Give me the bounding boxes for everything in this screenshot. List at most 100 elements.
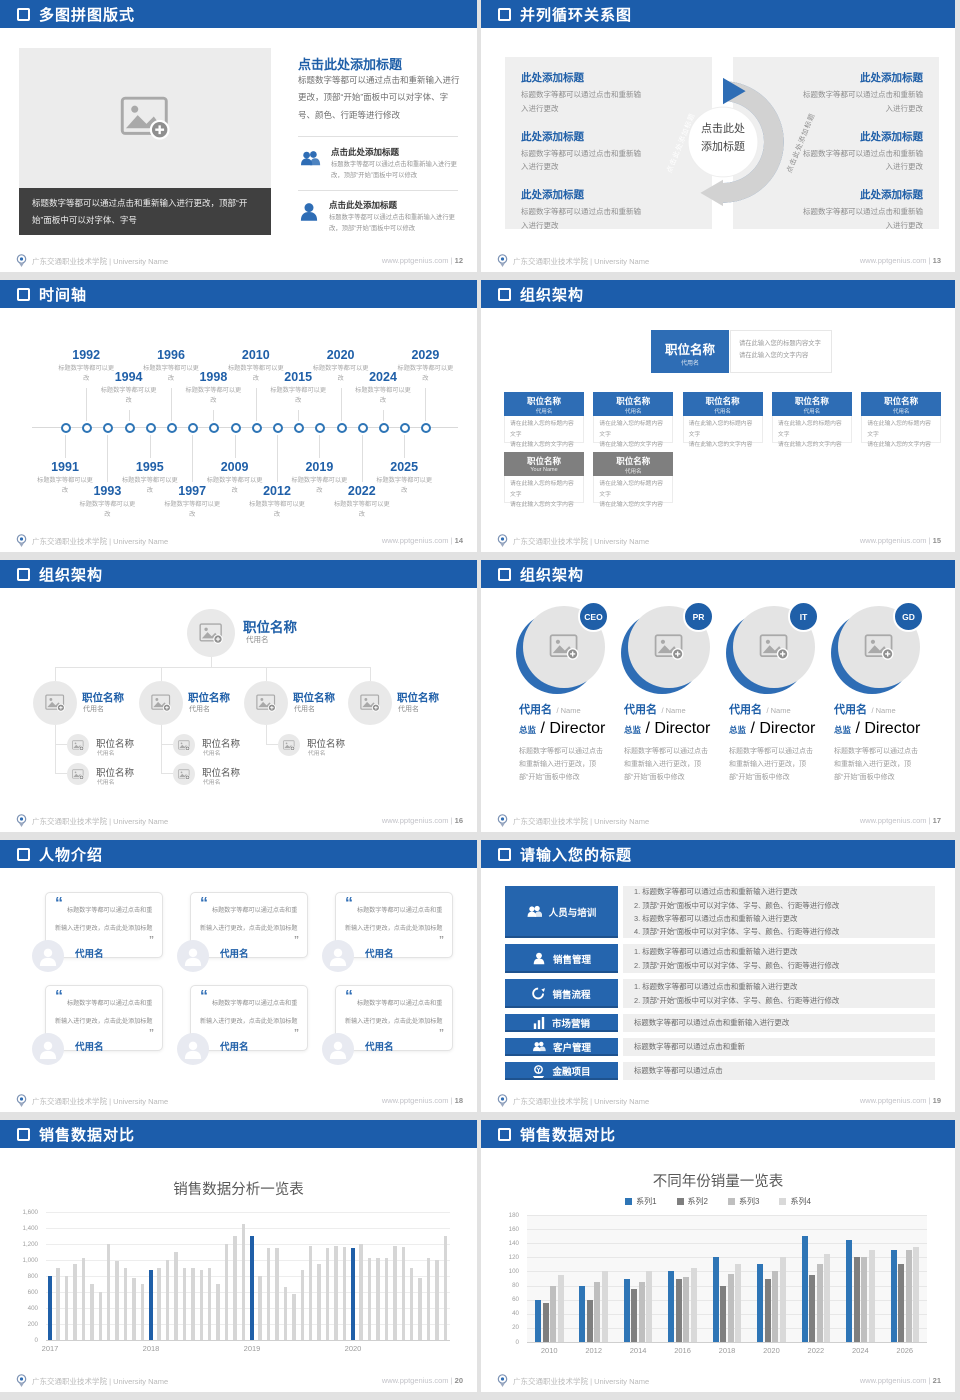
slide-footer: 广东交通职业技术学院 | University Name www.pptgeniu… [481, 250, 955, 272]
footer-right: www.pptgenius.com | 18 [382, 1096, 463, 1105]
footer-separator: | [448, 536, 455, 545]
org-subtitle: 代用名 [294, 706, 315, 713]
category-label: 金融项目 [552, 1067, 591, 1078]
quote-close-icon: ” [439, 935, 444, 946]
slide-16-org-chart-photos[interactable]: 组织架构 职位名称 代用名 职位名称 代用名 职位名称 代用名 职位名称 代用名… [0, 560, 477, 832]
category-detail-panel: 1. 标题数字等都可以通过点击和重新输入进行更改 2. 顶部“开始”面板中可以对字… [623, 979, 935, 1008]
slide-title: 组织架构 [520, 286, 585, 304]
slide-title: 销售数据对比 [39, 1126, 136, 1144]
slide-footer: 广东交通职业技术学院 | University Name www.pptgeniu… [0, 530, 477, 552]
footer-school-text: 广东交通职业技术学院 | University Name [32, 1097, 169, 1106]
slide-14-timeline[interactable]: 时间轴 1991 标题数字等都可以更改 1992 标题数字等都可以更改 1993 标题数字… [0, 280, 477, 552]
connector-line [161, 667, 162, 681]
org-photo-circle[interactable] [139, 681, 183, 725]
item-text: 标题数字等都可以通过点击和重新输入进行更改 [521, 207, 641, 230]
org-photo-circle-small[interactable] [67, 763, 89, 785]
footer-right: www.pptgenius.com | 19 [860, 1096, 941, 1105]
org-photo-circle[interactable] [187, 609, 235, 657]
slide-footer: 广东交通职业技术学院 | University Name www.pptgeniu… [0, 810, 477, 832]
slide-title: 时间轴 [39, 286, 88, 304]
image-placeholder[interactable] [19, 48, 271, 188]
person-photo[interactable]: PR [621, 601, 714, 694]
org-box-sub: 代用名 [625, 469, 642, 475]
person-role-en: / Director [750, 720, 816, 737]
y-axis-label: 40 [512, 1310, 519, 1318]
slide-21-sales-chart-grouped[interactable]: 销售数据对比 不同年份销量一览表 系列1 系列2 系列3 系列4 0 20 40 60 80 1… [481, 1120, 955, 1392]
list-line: 4. 顶部“开始”面板中可以对字体、字号、颜色、行距等进行修改 [634, 927, 840, 937]
timeline-marker [336, 423, 347, 433]
org-box-sub: Your Name [530, 467, 558, 473]
bar [149, 1269, 153, 1340]
customer-icon [532, 1041, 546, 1052]
person-photo[interactable]: GD [831, 601, 924, 694]
person-name-en: / Name [871, 706, 896, 715]
bar [308, 1245, 313, 1340]
org-photo-circle-small[interactable] [173, 734, 195, 756]
category-button[interactable]: 客户管理 [505, 1038, 618, 1056]
org-photo-circle-small[interactable] [67, 734, 89, 756]
x-axis-label: 2017 [41, 1344, 59, 1353]
person-name: 代用名 [624, 704, 657, 716]
bar [300, 1270, 304, 1340]
slide-19-list-sections[interactable]: 请输入您的标题 人员与培训 1. 标题数字等都可以通过点击和重新输入进行更改 2.… [481, 840, 955, 1112]
slide-13-cycle-diagram[interactable]: 并列循环关系图 此处添加标题 标题数字等都可以通过点击和重新输入进行更改 此处添加… [481, 0, 955, 272]
image-placeholder-icon [72, 739, 84, 751]
gridline [527, 1313, 927, 1315]
x-axis-label: 2018 [718, 1346, 736, 1355]
bar [393, 1246, 397, 1340]
bar [165, 1260, 170, 1340]
timeline-note: 标题数字等都可以更改 [376, 477, 433, 494]
org-box-line: 请在此输入您的标题内容文字 [777, 421, 842, 438]
slide-17-org-chart-directors[interactable]: 组织架构 CEO 代用名 / Name 总监 / Director 标题数字等都… [481, 560, 955, 832]
org-subtitle: 代用名 [203, 780, 221, 786]
timeline-stem [277, 435, 278, 482]
chart-legend: 系列1 系列2 系列3 系列4 [481, 1196, 955, 1207]
category-button[interactable]: 销售管理 [505, 944, 618, 973]
item-text: 标题数字等都可以通过点击和重新输入进行更改 [803, 148, 923, 172]
slide-footer: 广东交通职业技术学院 | University Name www.pptgeniu… [481, 1090, 955, 1112]
slide-20-sales-chart-single[interactable]: 销售数据对比 销售数据分析一览表 0 200 400 600 800 1,000 1,200… [0, 1120, 477, 1392]
bar [64, 1276, 69, 1340]
connector-line [161, 725, 162, 774]
org-box-body: 请在此输入您的标题内容文字 请在此输入您的文字内容 [682, 416, 763, 448]
timeline-stem [319, 435, 321, 458]
bar [90, 1284, 94, 1340]
slide-footer: 广东交通职业技术学院 | University Name www.pptgeniu… [0, 1090, 477, 1112]
person-name: 代用名 [519, 704, 552, 716]
item-text: 标题数字等都可以通过点击和重新输入进行更改 [803, 207, 923, 230]
footer-right: www.pptgenius.com | 14 [382, 536, 463, 545]
org-box-title: 职位名称 [794, 396, 829, 406]
person-name-en: / Name [766, 706, 791, 715]
category-button[interactable]: 金融项目 [505, 1062, 618, 1080]
image-caption: 标题数字等都可以通过点击和重新输入进行更改，顶部“开始”面板中可以对字体、字号 [19, 188, 271, 235]
category-button[interactable]: 销售流程 [505, 979, 618, 1008]
image-placeholder-icon [72, 768, 84, 780]
category-button[interactable]: 人员与培训 [505, 886, 618, 938]
feature-item: 点击此处添加标题 标题数字等都可以通过点击和重新输入进行更改，顶部“开始”面板中… [298, 146, 460, 181]
org-photo-circle-small[interactable] [173, 763, 195, 785]
list-row: 销售流程 1. 标题数字等都可以通过点击和重新输入进行更改 2. 顶部“开始”面板… [505, 979, 935, 1008]
person-photo[interactable]: IT [726, 601, 819, 694]
y-axis-label: 400 [27, 1304, 38, 1312]
person-name: 代用名 [729, 704, 762, 716]
school-logo-icon [16, 254, 27, 269]
header-bullet-icon [498, 847, 511, 861]
slide-18-people-intro[interactable]: 人物介绍 “标题数字等都可以通过点击和重新输入进行更改，点击此处添加标题” 代用名… [0, 840, 477, 1112]
footer-right: www.pptgenius.com | 15 [860, 536, 941, 545]
footer-school-text: 广东交通职业技术学院 | University Name [513, 537, 650, 546]
category-button[interactable]: 市场营销 [505, 1014, 618, 1032]
person-name: 代用名 [220, 1042, 249, 1053]
slide-12-multi-image-layout[interactable]: 多图拼图版式 标题数字等都可以通过点击和重新输入进行更改，顶部“开始”面板中可以… [0, 0, 477, 272]
org-photo-circle[interactable] [33, 681, 77, 725]
slide-15-org-chart-boxes[interactable]: 组织架构 职位名称 代用名 请在此输入您的标题内容文字 请在此输入您的文字内容 职位… [481, 280, 955, 552]
org-photo-circle[interactable] [348, 681, 392, 725]
list-line: 2. 顶部“开始”面板中可以对字体、字号、颜色、行距等进行修改 [634, 900, 840, 910]
timeline-stem [404, 435, 406, 458]
org-photo-circle-small[interactable] [278, 734, 300, 756]
person-photo[interactable]: CEO [516, 601, 609, 694]
org-title: 职位名称 [293, 692, 335, 704]
timeline-year: 2024 [369, 370, 397, 384]
cycle-center-label: 点击此处 添加标题 [701, 123, 745, 153]
timeline-note: 标题数字等都可以更改 [58, 365, 115, 382]
org-photo-circle[interactable] [244, 681, 288, 725]
